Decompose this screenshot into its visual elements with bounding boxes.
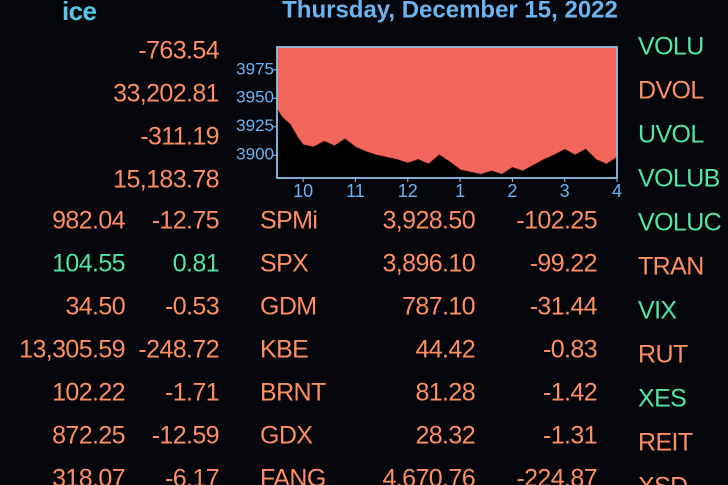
symbol: SPMi xyxy=(260,207,317,235)
change-value: -6.17 xyxy=(165,465,219,485)
x-tick-label: 3 xyxy=(560,181,570,201)
net-change: -99.22 xyxy=(530,250,597,278)
date: Thursday, December 15, 2022 xyxy=(282,0,618,23)
price: 28.32 xyxy=(415,422,475,450)
symbol: KBE xyxy=(260,336,308,364)
symbol: GDM xyxy=(260,293,317,321)
logo: ice xyxy=(62,0,96,26)
index-symbol: VOLUC xyxy=(638,209,722,237)
net-change: -31.44 xyxy=(530,293,598,321)
y-tick-label: 3975 xyxy=(236,59,274,78)
price: 44.42 xyxy=(415,336,475,364)
symbol: FANG xyxy=(260,465,326,485)
change-value: -12.59 xyxy=(152,422,219,450)
x-tick-label: 12 xyxy=(398,181,418,201)
quote-value: 33,202.81 xyxy=(113,80,219,108)
index-symbol: XSD xyxy=(638,473,688,485)
symbol: SPX xyxy=(260,250,309,278)
index-symbol: VIX xyxy=(638,297,677,325)
price: 81.28 xyxy=(415,379,475,407)
x-tick-label: 11 xyxy=(346,181,365,201)
quote-value: -763.54 xyxy=(138,37,219,65)
change-value: 0.81 xyxy=(173,250,219,278)
line xyxy=(276,109,618,176)
x-tick-label: 1 xyxy=(455,181,465,201)
last-value: 318.07 xyxy=(52,465,125,485)
y-tick-label: 3900 xyxy=(236,145,274,164)
index-symbol: VOLU xyxy=(638,33,704,61)
last-value: 104.55 xyxy=(52,250,125,278)
price: 3,928.50 xyxy=(382,207,475,235)
x-tick-label: 4 xyxy=(612,181,622,201)
index-symbol: UVOL xyxy=(638,121,704,149)
price: 4,670.76 xyxy=(382,465,475,485)
y-tick-label: 3950 xyxy=(236,88,274,107)
change-value: -1.71 xyxy=(165,379,219,407)
net-change: -1.31 xyxy=(543,422,597,450)
x-tick-label: 2 xyxy=(507,181,517,201)
index-symbol: XES xyxy=(638,385,686,413)
symbol: BRNT xyxy=(260,379,326,407)
last-value: 982.04 xyxy=(52,207,126,235)
change-value: -0.53 xyxy=(165,293,219,321)
price: 3,896.10 xyxy=(382,250,475,278)
net-change: -0.83 xyxy=(543,336,597,364)
price: 787.10 xyxy=(402,293,475,321)
net-change: -102.25 xyxy=(516,207,597,235)
y-tick-label: 3925 xyxy=(236,116,274,135)
net-change: -1.42 xyxy=(543,379,597,407)
change-value: -12.75 xyxy=(152,207,219,235)
last-value: 13,305.59 xyxy=(19,336,125,364)
chart-border xyxy=(276,46,618,179)
index-symbol: RUT xyxy=(638,341,688,369)
last-value: 102.22 xyxy=(52,379,125,407)
quote-value: -311.19 xyxy=(140,123,219,151)
symbol: GDX xyxy=(260,422,313,450)
index-symbol: VOLUB xyxy=(638,165,720,193)
quote-value: 15,183.78 xyxy=(113,166,219,194)
x-tick-label: 10 xyxy=(293,181,313,201)
index-symbol: REIT xyxy=(638,429,693,457)
last-value: 34.50 xyxy=(65,293,125,321)
net-change: -224.87 xyxy=(516,465,597,485)
area xyxy=(277,47,617,175)
change-value: -248.72 xyxy=(138,336,219,364)
index-symbol: DVOL xyxy=(638,77,704,105)
last-value: 872.25 xyxy=(52,422,125,450)
index-symbol: TRAN xyxy=(638,253,704,281)
